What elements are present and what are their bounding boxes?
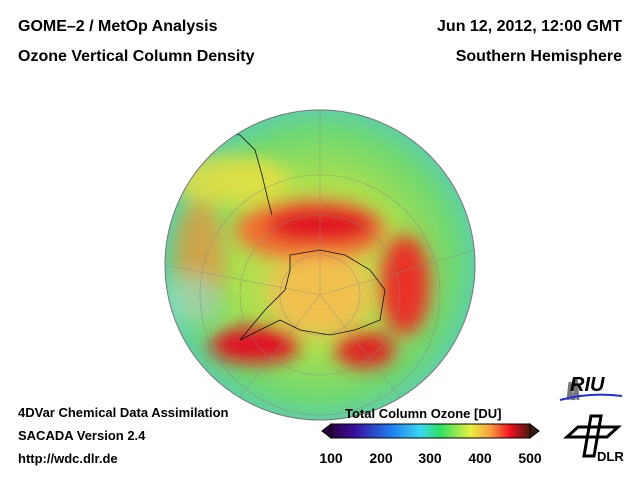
- title-region: Southern Hemisphere: [455, 48, 622, 65]
- footer-version: SACADA Version 2.4: [18, 428, 146, 443]
- riu-logo-text: RIU: [570, 374, 605, 396]
- ozone-field: [165, 110, 475, 420]
- title-quantity: Ozone Vertical Column Density: [18, 48, 255, 65]
- title-date: Jun 12, 2012, 12:00 GMT: [437, 18, 622, 35]
- colorbar-min-arrow: [321, 422, 332, 440]
- colorbar-title: Total Column Ozone [DU]: [345, 406, 502, 421]
- colorbar-gradient: [330, 423, 531, 439]
- colorbar-tick: 500: [518, 450, 542, 466]
- colorbar-tick: 300: [418, 450, 442, 466]
- footer-method: 4DVar Chemical Data Assimilation: [18, 405, 229, 420]
- graticule: [165, 110, 475, 416]
- dlr-logo-icon: [563, 414, 622, 458]
- colorbar-tick: 400: [468, 450, 492, 466]
- dlr-logo-text: DLR: [597, 449, 624, 464]
- colorbar: [321, 422, 540, 440]
- colorbar-max-arrow: [529, 422, 540, 440]
- title-instrument: GOME–2 / MetOp Analysis: [18, 18, 218, 35]
- riu-logo-icon: [559, 377, 623, 401]
- colorbar-tick: 100: [319, 450, 343, 466]
- footer-url-link[interactable]: http://wdc.dlr.de: [18, 451, 118, 466]
- colorbar-tick: 200: [369, 450, 393, 466]
